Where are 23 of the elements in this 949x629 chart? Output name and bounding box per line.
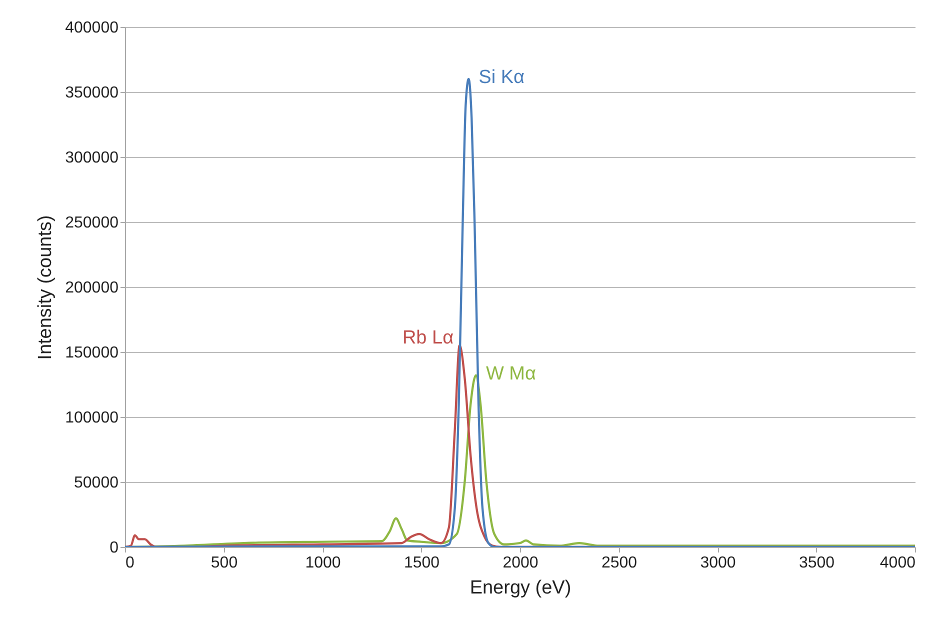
y-tick-label: 0 — [110, 540, 119, 556]
x-tick-label: 2000 — [502, 554, 538, 572]
y-tick-label: 150000 — [65, 344, 119, 362]
y-tick-label: 350000 — [65, 84, 119, 102]
x-tick-label: 2500 — [601, 554, 638, 572]
annotation: Rb Lα — [402, 328, 454, 348]
annotation: W Mα — [486, 363, 536, 384]
y-tick-label: 100000 — [65, 410, 119, 426]
x-tick-label: 1000 — [305, 554, 341, 572]
x-tick-label: 0 — [126, 554, 134, 572]
y-axis-title: Intensity (counts) — [35, 215, 56, 360]
x-tick-label: 3500 — [798, 554, 835, 572]
annotation: Si Kα — [478, 67, 524, 88]
x-tick-label: 4000 — [880, 554, 916, 572]
x-tick-label: 3000 — [700, 554, 736, 572]
x-tick-label: 1500 — [404, 554, 440, 572]
y-tick-label: 300000 — [65, 150, 119, 166]
y-tick-label: 200000 — [65, 280, 119, 296]
y-tick-label: 50000 — [74, 474, 119, 492]
y-tick-label: 250000 — [65, 214, 119, 232]
y-tick-label: 400000 — [65, 20, 119, 36]
x-axis-title: Energy (eV) — [470, 578, 572, 598]
x-tick-label: 500 — [210, 554, 238, 572]
